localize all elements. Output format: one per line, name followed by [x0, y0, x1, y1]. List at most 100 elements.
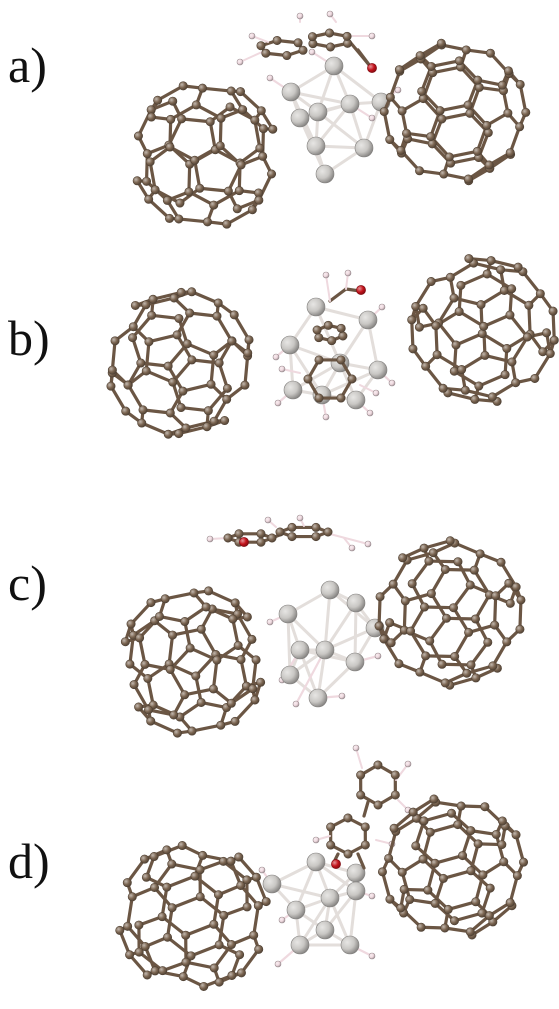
carbon-atom [198, 83, 208, 93]
cc-bond [521, 270, 542, 296]
carbon-atom [511, 830, 521, 840]
carbon-atom [484, 160, 494, 170]
carbon-atom [482, 269, 492, 279]
link-bond [362, 800, 370, 818]
carbon-atom [444, 152, 454, 162]
carbon-atom [135, 633, 145, 643]
carbon-atom [140, 854, 150, 864]
hydrogen-atom [352, 744, 360, 752]
carbon-atom [465, 927, 475, 937]
carbon-atom [143, 705, 153, 715]
carbon-atom [415, 51, 425, 61]
carbon-atom [473, 839, 483, 849]
carbon-atom [251, 655, 261, 665]
cc-bond [149, 719, 180, 735]
carbon-atom [138, 405, 148, 415]
carbon-atom [451, 340, 461, 350]
carbon-atom [216, 720, 226, 730]
carbon-atom [472, 146, 482, 156]
cc-bond [129, 600, 153, 626]
carbon-atom [214, 358, 224, 368]
carbon-atom [128, 322, 138, 332]
carbon-atom [155, 611, 165, 621]
hydrogen-atom [368, 892, 376, 900]
carbon-atom [242, 875, 252, 885]
carbon-atom [143, 673, 153, 683]
carbon-atom [454, 307, 464, 317]
hydrogen-atom [364, 540, 372, 548]
carbon-atom [399, 884, 409, 894]
carbon-atom [343, 813, 353, 823]
carbon-atom [398, 553, 408, 563]
carbon-atom [175, 198, 185, 208]
carbon-atom [196, 697, 206, 707]
carbon-atom [121, 406, 131, 416]
carbon-atom [209, 350, 219, 360]
cc-bond [440, 662, 473, 667]
carbon-atom [182, 339, 192, 349]
carbon-atom [471, 673, 481, 683]
cc-bond [408, 629, 428, 658]
hydrogen-atom [296, 514, 304, 522]
cc-bond [453, 541, 482, 556]
carbon-atom [385, 894, 395, 904]
carbon-atom [417, 86, 427, 96]
carbon-atom [499, 857, 509, 867]
cc-bond [405, 551, 435, 562]
cc-bond [126, 383, 145, 412]
carbon-atom [256, 41, 266, 51]
cc-bond [459, 272, 489, 287]
carbon-atom [206, 379, 216, 389]
cc-bond [179, 405, 210, 413]
cc-bond [391, 558, 409, 586]
carbon-atom [253, 901, 263, 911]
carbon-atom [323, 320, 333, 330]
hydrogen-atom [366, 409, 374, 417]
carbon-atom [499, 285, 509, 295]
carbon-atom [500, 370, 510, 380]
carbon-atom [180, 617, 190, 627]
hydrogen-atom [404, 760, 412, 768]
carbon-atom [160, 594, 170, 604]
carbon-atom [190, 871, 200, 881]
carbon-atom [336, 393, 346, 403]
cc-bond [429, 567, 447, 596]
carbon-atom [326, 840, 336, 850]
cc-bond [177, 217, 210, 224]
carbon-atom [427, 139, 437, 149]
carbon-atom [267, 533, 277, 543]
carbon-atom [325, 42, 335, 52]
cc-bond [168, 667, 187, 697]
hydrogen-atom [322, 413, 330, 421]
cc-bond [215, 314, 234, 343]
carbon-atom [134, 702, 144, 712]
carbon-atom [133, 131, 143, 141]
carbon-atom [360, 840, 370, 850]
carbon-atom [479, 321, 489, 331]
carbon-atom [453, 820, 463, 830]
carbon-atom [431, 321, 441, 331]
carbon-atom [457, 365, 467, 375]
carbon-atom [189, 588, 199, 598]
carbon-atom [497, 816, 507, 826]
carbon-atom [216, 113, 226, 123]
carbon-atom [244, 335, 254, 345]
cc-bond [449, 155, 481, 165]
carbon-atom [162, 195, 172, 205]
carbon-atom [436, 38, 446, 48]
carbon-atom [134, 920, 144, 930]
cc-bond [431, 65, 463, 75]
carbon-atom [222, 394, 232, 404]
metal-cluster-c [266, 580, 385, 708]
cc-bond [434, 324, 439, 357]
carbon-atom [146, 112, 156, 122]
carbon-atom [463, 100, 473, 110]
carbon-atom [405, 895, 415, 905]
carbon-atom [375, 592, 385, 602]
hydrogen-atom [394, 86, 402, 94]
cc-bond [187, 162, 192, 194]
carbon-atom [426, 277, 436, 287]
cc-bond [428, 616, 449, 643]
cc-bond [422, 605, 456, 610]
carbon-atom [511, 582, 521, 592]
